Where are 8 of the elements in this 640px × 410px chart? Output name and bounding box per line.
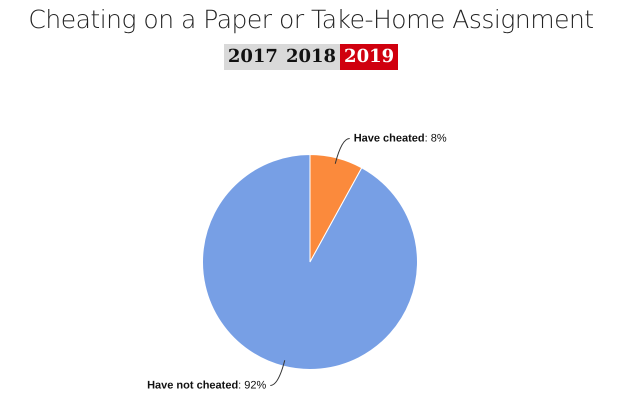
slice-label: Have not cheated — [147, 380, 238, 392]
text: 2019 — [340, 44, 398, 70]
slice-label: Have cheated — [354, 132, 425, 145]
data-label: : 8% — [424, 132, 447, 145]
text: 2018 — [284, 45, 338, 69]
data-label: : 92% — [238, 380, 267, 392]
chart-title: Cheating on a Paper or Take-Home Assignment — [27, 4, 595, 36]
text: 2017 — [226, 45, 279, 69]
